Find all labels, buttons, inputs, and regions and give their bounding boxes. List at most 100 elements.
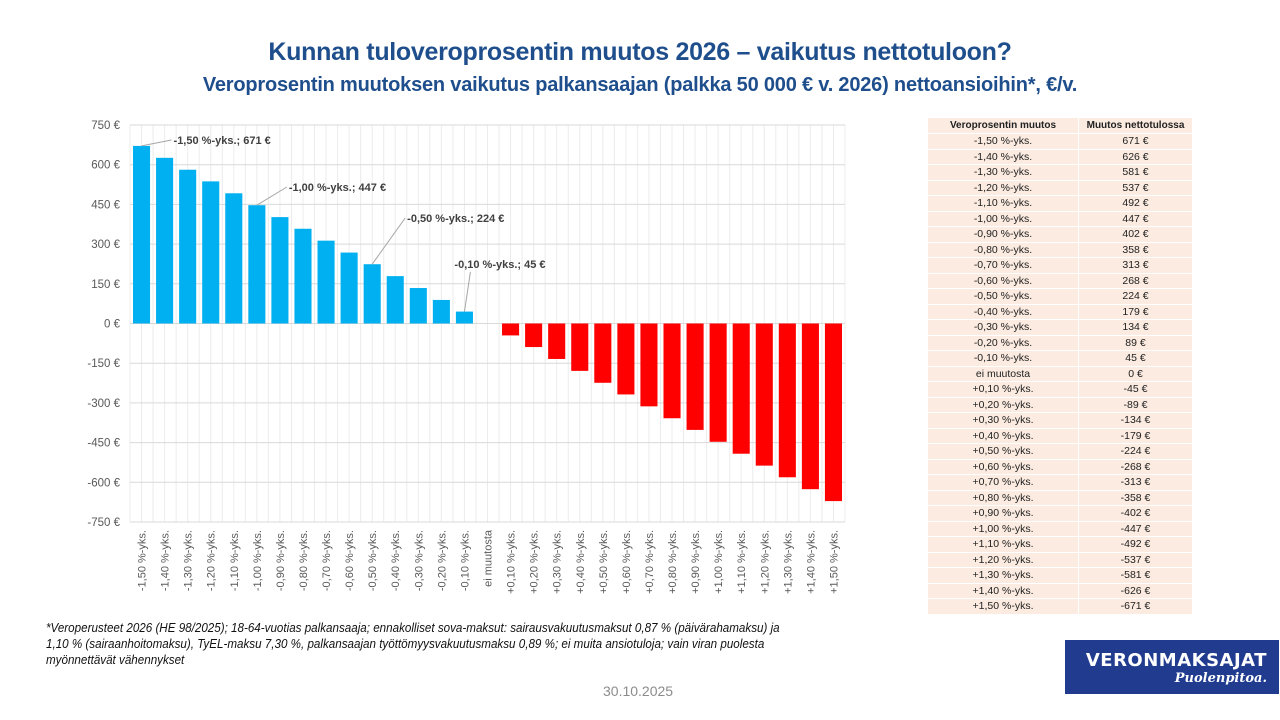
table-row: -0,90 %-yks. 402 € (928, 226, 1192, 243)
data-annotations: -1,50 %-yks.; 671 € -1,00 %-yks.; 447 € -0… (141, 135, 546, 312)
table-row: -1,30 %-yks. 581 € (928, 164, 1192, 181)
table-cell-net: -358 € (1078, 490, 1192, 506)
annotation-label: -1,00 %-yks.; 447 € (289, 182, 386, 194)
table-cell-net: 179 € (1078, 304, 1192, 320)
table-cell-change: -0,40 %-yks. (928, 304, 1079, 320)
table-cell-net: 447 € (1078, 211, 1192, 227)
data-table: Veroprosentin muutos Muutos nettotulossa… (928, 118, 1192, 615)
table-cell-net: 313 € (1078, 257, 1192, 274)
annotation-leader-line (463, 271, 471, 312)
x-tick-label: -0,10 %-yks. (459, 530, 471, 591)
table-cell-change: -1,10 %-yks. (928, 195, 1079, 212)
table-cell-net: -89 € (1078, 397, 1192, 413)
table-cell-change: -0,70 %-yks. (928, 257, 1079, 274)
table-cell-change: +0,50 %-yks. (928, 443, 1079, 460)
bar (248, 205, 266, 324)
table-cell-net: -626 € (1078, 583, 1192, 599)
bar (202, 181, 220, 324)
table-cell-net: -45 € (1078, 381, 1192, 398)
y-tick-label: -450 € (87, 438, 120, 450)
y-axis-tick-labels: 750 € 600 € 450 € 300 € 150 € 0 € -150 € -300 €… (87, 120, 120, 529)
bar (640, 323, 658, 407)
x-tick-label: +1,00 %-yks. (713, 530, 725, 594)
x-tick-label: -0,30 %-yks. (413, 530, 425, 591)
x-tick-label: -0,90 %-yks. (275, 530, 287, 591)
table-cell-change: +0,30 %-yks. (928, 412, 1079, 429)
bar (317, 240, 335, 324)
table-cell-net: 0 € (1078, 366, 1192, 382)
table-row: -0,20 %-yks. 89 € (928, 335, 1192, 351)
annotation-label: -0,10 %-yks.; 45 € (454, 259, 545, 271)
logo-name: VERONMAKSAJAT (1085, 650, 1267, 671)
bars (132, 145, 843, 502)
y-tick-label: -600 € (87, 477, 120, 489)
table-row: +0,80 %-yks. -358 € (928, 490, 1192, 506)
table-cell-net: 89 € (1078, 335, 1192, 351)
y-tick-label: 0 € (104, 319, 121, 331)
bar (824, 323, 843, 502)
table-row: ei muutosta 0 € (928, 366, 1192, 382)
table-cell-net: -179 € (1078, 428, 1192, 444)
x-tick-label: +0,10 %-yks. (506, 530, 518, 594)
table-cell-change: -0,50 %-yks. (928, 288, 1079, 305)
bar-chart: 750 € 600 € 450 € 300 € 150 € 0 € -150 € -300 €… (87, 120, 846, 594)
table-row: +0,20 %-yks. -89 € (928, 397, 1192, 413)
table-cell-net: 268 € (1078, 273, 1192, 289)
table-cell-net: 224 € (1078, 288, 1192, 305)
table-row: -1,40 %-yks. 626 € (928, 149, 1192, 165)
table-row: +1,30 %-yks. -581 € (928, 567, 1192, 584)
bar (502, 323, 520, 336)
y-tick-label: 600 € (91, 160, 120, 172)
x-tick-label: -1,10 %-yks. (229, 530, 241, 591)
x-tick-label: -0,80 %-yks. (298, 530, 310, 591)
x-tick-label: -1,40 %-yks. (160, 530, 172, 591)
table-cell-change: +1,50 %-yks. (928, 598, 1079, 615)
x-tick-label: +1,50 %-yks. (828, 530, 840, 594)
bar (778, 323, 796, 478)
table-row: -0,10 %-yks. 45 € (928, 350, 1192, 367)
x-tick-label: +1,10 %-yks. (736, 530, 748, 594)
bar (525, 323, 543, 348)
table-cell-change: +0,10 %-yks. (928, 381, 1079, 398)
table-row: +1,10 %-yks. -492 € (928, 536, 1192, 553)
x-tick-label: ei muutosta (483, 529, 495, 587)
table-cell-change: -0,20 %-yks. (928, 335, 1079, 351)
annotation-leader-line (371, 217, 406, 265)
table-row: -1,20 %-yks. 537 € (928, 180, 1192, 196)
table-cell-net: -581 € (1078, 567, 1192, 584)
y-tick-label: -150 € (87, 358, 120, 370)
table-row: -1,50 %-yks. 671 € (928, 133, 1192, 150)
table-row: -1,00 %-yks. 447 € (928, 211, 1192, 227)
bar (156, 157, 174, 324)
x-tick-label: +0,70 %-yks. (644, 530, 656, 594)
x-tick-label: +1,30 %-yks. (782, 530, 794, 594)
x-tick-label: -1,20 %-yks. (206, 530, 218, 591)
bar (132, 145, 151, 324)
bar (432, 299, 450, 324)
x-axis-tick-labels: -1,50 %-yks. -1,40 %-yks. -1,30 %-yks. -1,2… (137, 529, 841, 594)
table-row: +1,00 %-yks. -447 € (928, 521, 1192, 537)
table-cell-change: +0,90 %-yks. (928, 505, 1079, 522)
bar (617, 323, 635, 395)
footnote: *Veroperusteet 2026 (HE 98/2025); 18-64-… (46, 621, 780, 667)
table-cell-net: 581 € (1078, 164, 1192, 181)
annotation-leader-line (141, 139, 172, 147)
bar (386, 276, 404, 324)
table-cell-change: -0,60 %-yks. (928, 273, 1079, 289)
bar (363, 264, 381, 324)
x-tick-label: +0,50 %-yks. (598, 530, 610, 594)
bar (340, 252, 358, 324)
bar (271, 217, 289, 324)
table-cell-change: -0,10 %-yks. (928, 350, 1079, 367)
table-cell-change: -0,80 %-yks. (928, 242, 1079, 258)
bar (801, 323, 819, 490)
table-row: -0,30 %-yks. 134 € (928, 319, 1192, 336)
veronmaksajat-logo: VERONMAKSAJAT Puolenpitoa. (1065, 640, 1279, 694)
table-row: -0,70 %-yks. 313 € (928, 257, 1192, 274)
table-cell-net: -537 € (1078, 552, 1192, 568)
x-tick-label: -0,60 %-yks. (344, 530, 356, 591)
table-cell-net: -224 € (1078, 443, 1192, 460)
table-cell-net: 358 € (1078, 242, 1192, 258)
table-row: +0,50 %-yks. -224 € (928, 443, 1192, 460)
table-cell-change: -0,30 %-yks. (928, 319, 1079, 336)
